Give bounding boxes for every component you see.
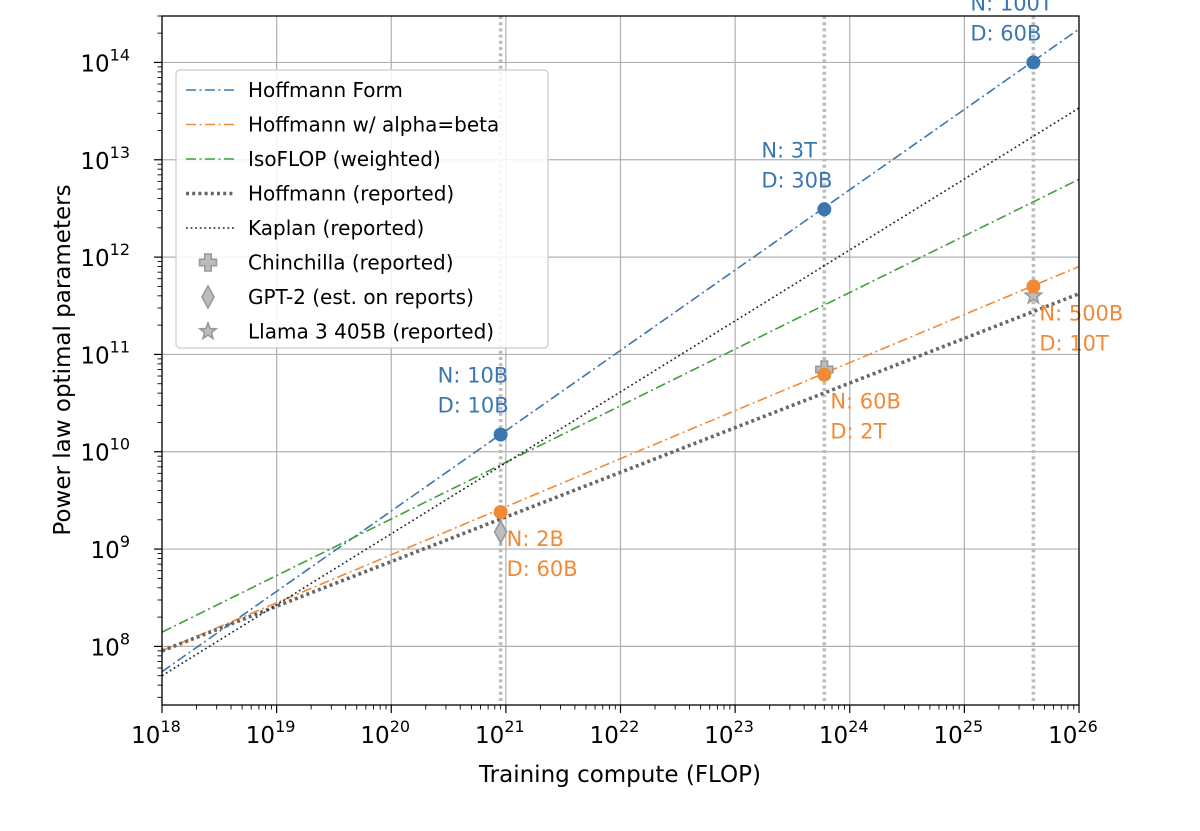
legend-label-isoflop-weighted: IsoFLOP (weighted) xyxy=(248,147,441,171)
x-tick-label: 1022 xyxy=(590,717,640,749)
data-point xyxy=(817,202,832,217)
annotation-d: D: 2T xyxy=(830,420,886,444)
data-point xyxy=(1026,55,1041,70)
annotation-n: N: 3T xyxy=(761,138,817,162)
data-point xyxy=(493,427,508,442)
data-point xyxy=(1026,279,1041,294)
annotation-n: N: 10B xyxy=(438,364,509,388)
annotation-d: D: 30B xyxy=(761,168,832,192)
legend-swatch-llama-3-405b-reported xyxy=(197,320,219,341)
annotation-n: N: 500B xyxy=(1039,301,1123,325)
marker-gpt-2-est-on-reports xyxy=(493,519,508,545)
x-tick-label: 1020 xyxy=(360,717,410,749)
annotation-n: N: 2B xyxy=(507,527,564,551)
x-axis-ticks: 1018 1019 1020 1021 1022 1023 1024 1025 1026 xyxy=(131,705,1098,749)
legend-label-hoffmann-w-alpha-beta: Hoffmann w/ alpha=beta xyxy=(248,113,499,137)
x-tick-label: 1019 xyxy=(246,717,296,749)
series-lines xyxy=(162,28,1079,677)
y-tick-label: 1012 xyxy=(80,240,130,272)
annotation-n: N: 100T xyxy=(970,0,1053,15)
legend-label-kaplan-reported: Kaplan (reported) xyxy=(248,216,424,240)
data-points xyxy=(493,55,1041,520)
legend-swatch-gpt-2-est-on-reports xyxy=(201,284,215,310)
y-axis-ticks: 108 109 1010 1011 1012 1013 1014 xyxy=(80,15,162,698)
x-tick-label: 1023 xyxy=(704,717,754,749)
annotation-d: D: 10T xyxy=(1039,331,1109,355)
y-axis-label: Power law optimal parameters xyxy=(50,184,76,535)
y-tick-label: 1011 xyxy=(80,337,130,369)
data-point xyxy=(493,505,508,520)
x-tick-label: 1024 xyxy=(819,717,869,749)
legend-label-hoffmann-form: Hoffmann Form xyxy=(248,78,403,102)
x-tick-label: 1021 xyxy=(475,717,525,749)
legend-label-gpt-2-est-on-reports: GPT-2 (est. on reports) xyxy=(248,285,474,309)
x-axis-label: Training compute (FLOP) xyxy=(478,762,761,788)
point-annotations: N: 10B D: 10B N: 3T D: 30B N: 100T D: 60B N: 2… xyxy=(438,0,1124,581)
legend-label-llama-3-405b-reported: Llama 3 405B (reported) xyxy=(248,320,494,344)
marker-llama-3-405b-reported xyxy=(1023,285,1044,305)
x-tick-label: 1025 xyxy=(934,717,984,749)
series-line-kaplan-reported xyxy=(162,107,1079,677)
legend: Hoffmann Form Hoffmann w/ alpha=beta IsoFL… xyxy=(175,69,549,349)
x-tick-label: 1018 xyxy=(131,717,181,749)
y-tick-label: 1010 xyxy=(80,435,130,467)
annotation-n: N: 60B xyxy=(830,390,901,414)
y-tick-label: 1013 xyxy=(80,143,130,175)
legend-label-chinchilla-reported: Chinchilla (reported) xyxy=(248,251,454,275)
legend-label-hoffmann-reported: Hoffmann (reported) xyxy=(248,182,454,206)
legend-swatch-chinchilla-reported xyxy=(198,253,218,272)
series-line-hoffmann-form xyxy=(162,28,1079,673)
x-tick-label: 1026 xyxy=(1048,717,1098,749)
annotation-d: D: 10B xyxy=(438,394,509,418)
annotation-d: D: 60B xyxy=(507,557,578,581)
y-tick-label: 108 xyxy=(91,629,130,661)
y-tick-label: 1014 xyxy=(80,45,130,77)
data-point xyxy=(817,367,832,382)
annotation-d: D: 60B xyxy=(970,21,1041,45)
legend-box xyxy=(175,69,549,349)
series-line-hoffmann-reported xyxy=(162,292,1079,653)
series-line-hoffmann-w-alpha-beta xyxy=(162,265,1079,652)
y-tick-label: 109 xyxy=(91,532,130,564)
